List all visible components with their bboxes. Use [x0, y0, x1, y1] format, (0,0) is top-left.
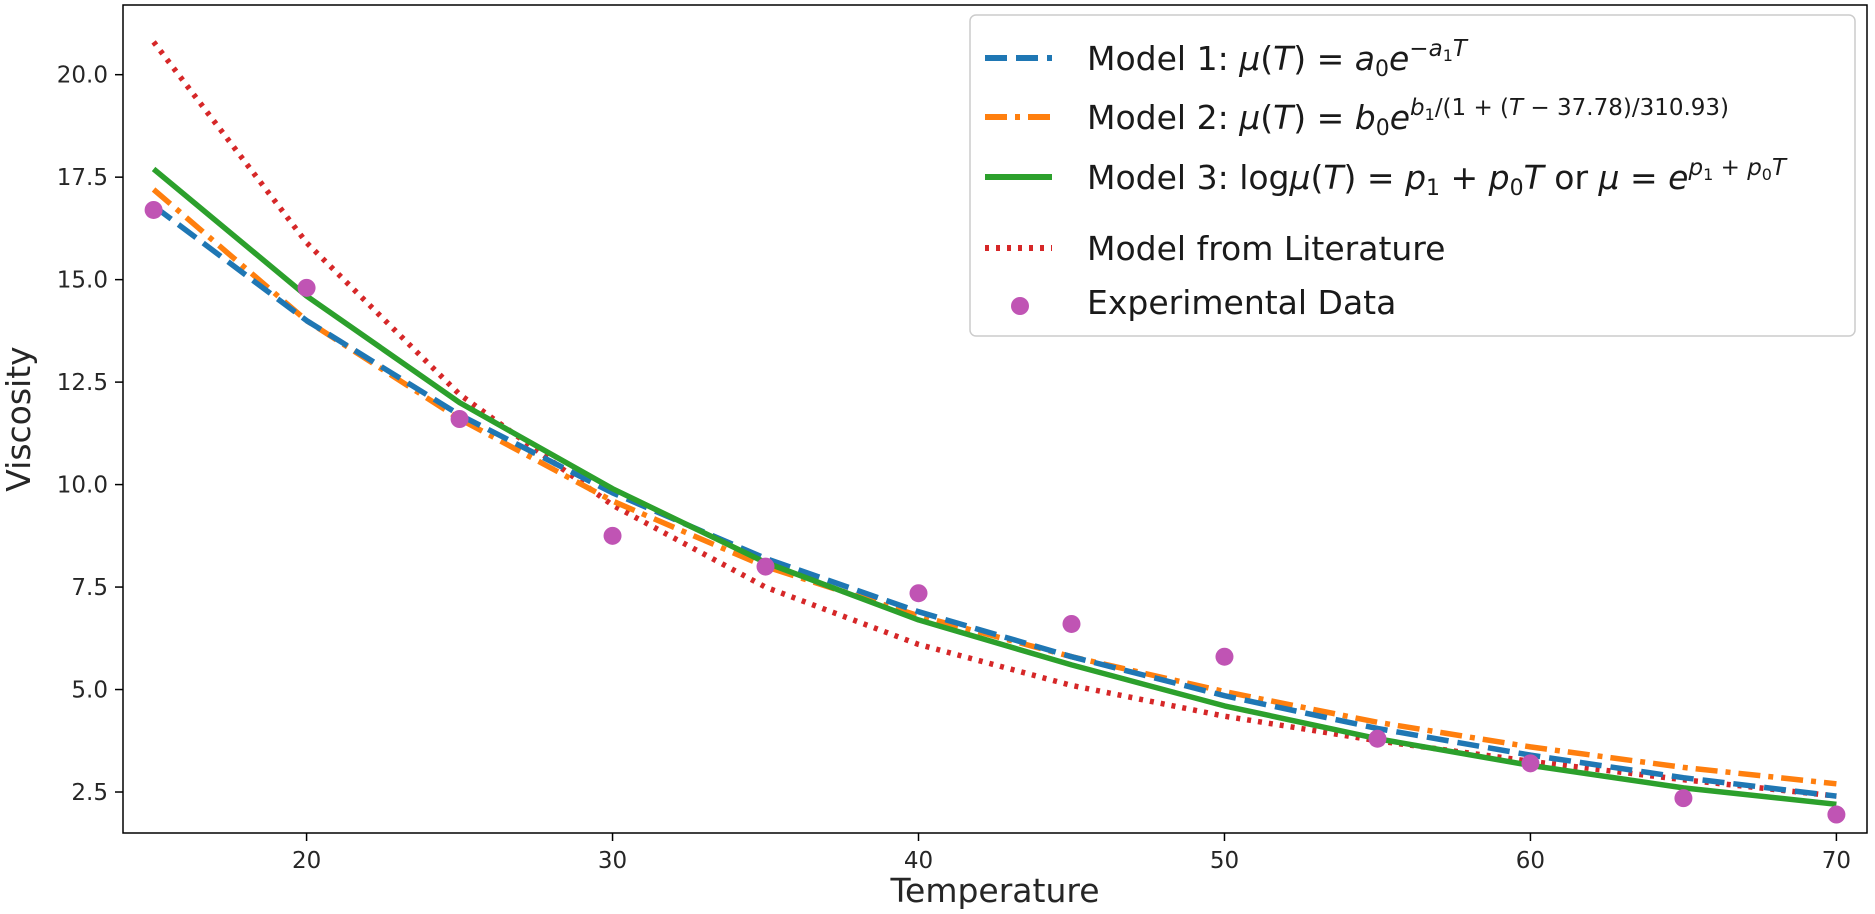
- experimental-data-point: [144, 200, 163, 219]
- x-tick-label: 20: [292, 848, 321, 874]
- x-tick-label: 50: [1210, 848, 1239, 874]
- x-tick-label: 40: [904, 848, 933, 874]
- x-axis-title: Temperature: [889, 871, 1099, 910]
- experimental-data-point: [1521, 754, 1540, 773]
- x-tick-label: 70: [1822, 848, 1851, 874]
- experimental-data-point: [1368, 729, 1387, 748]
- legend: Model 1: μ(T) = a0e−a1T Model 2: μ(T) = …: [969, 14, 1856, 337]
- experimental-data-point: [1674, 789, 1693, 808]
- legend-box: [969, 14, 1856, 337]
- experimental-data-point: [1827, 805, 1846, 824]
- y-axis-title: Viscosity: [0, 346, 38, 491]
- series-line-model-from-literature: [151, 40, 1837, 799]
- y-tick-label: 2.5: [71, 780, 108, 806]
- x-tick-label: 60: [1516, 848, 1545, 874]
- experimental-data-point: [603, 526, 622, 545]
- experimental-data-point: [1215, 647, 1234, 666]
- series-line-model-1: [151, 203, 1837, 799]
- y-tick-label: 10.0: [57, 473, 108, 499]
- y-tick-label: 7.5: [71, 575, 108, 601]
- series-layer: [144, 40, 1846, 824]
- y-tick-label: 17.5: [57, 165, 108, 191]
- y-axis-ticks: 2.5 5.0 7.5 10.0 12.5 15.0 17.5 20.0: [57, 63, 123, 806]
- y-tick-label: 20.0: [57, 63, 108, 89]
- legend-experimental-label: Experimental Data: [1087, 283, 1396, 322]
- experimental-data-point: [1062, 614, 1081, 633]
- legend-literature-label: Model from Literature: [1087, 229, 1445, 268]
- experimental-data-point: [909, 584, 928, 603]
- y-tick-label: 15.0: [57, 268, 108, 294]
- y-tick-label: 5.0: [71, 678, 108, 704]
- legend-experimental-swatch: [1011, 297, 1029, 315]
- x-tick-label: 30: [598, 848, 627, 874]
- y-tick-label: 12.5: [57, 370, 108, 396]
- experimental-data-point: [297, 278, 316, 297]
- series-line-model-3: [151, 166, 1837, 808]
- experimental-data-point: [756, 557, 775, 576]
- legend-model2-label: Model 2: μ(T) = b0eb1/(1 + (T − 37.78)/3…: [1087, 95, 1729, 141]
- experimental-data-point: [450, 410, 469, 428]
- x-axis-ticks: 20 30 40 50 60 70: [292, 833, 1851, 874]
- legend-model1-label: Model 1: μ(T) = a0e−a1T: [1087, 36, 1469, 82]
